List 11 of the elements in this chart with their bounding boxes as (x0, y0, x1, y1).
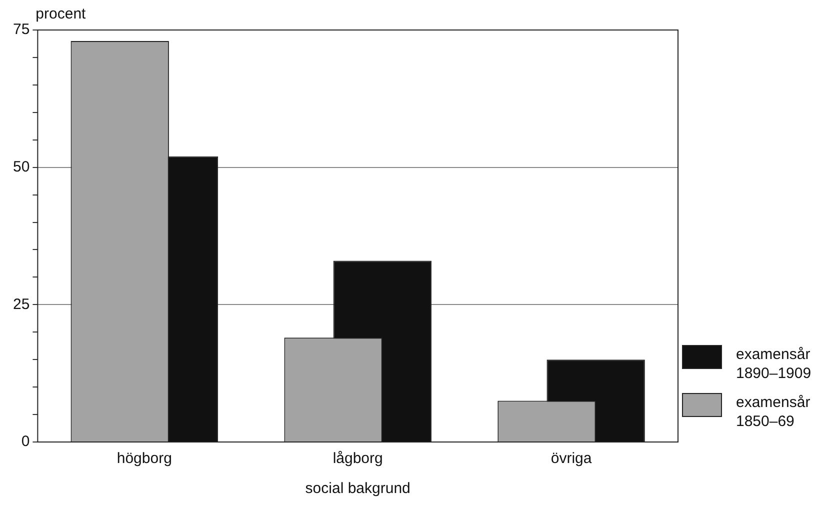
x-tick-label: högborg (116, 450, 172, 468)
y-tick-label: 25 (12, 296, 30, 313)
x-axis-title: social bakgrund (305, 480, 410, 498)
y-tick-label: 0 (21, 433, 30, 450)
legend-label: examensår 1850–69 (736, 393, 812, 431)
x-tick-label: övriga (550, 450, 592, 468)
y-axis-title: procent (36, 6, 87, 23)
x-tick-label: lågborg (332, 450, 383, 468)
legend-label: examensår 1890–1909 (736, 345, 812, 383)
y-tick-label: 50 (12, 158, 30, 176)
y-tick-label: 75 (12, 21, 30, 38)
